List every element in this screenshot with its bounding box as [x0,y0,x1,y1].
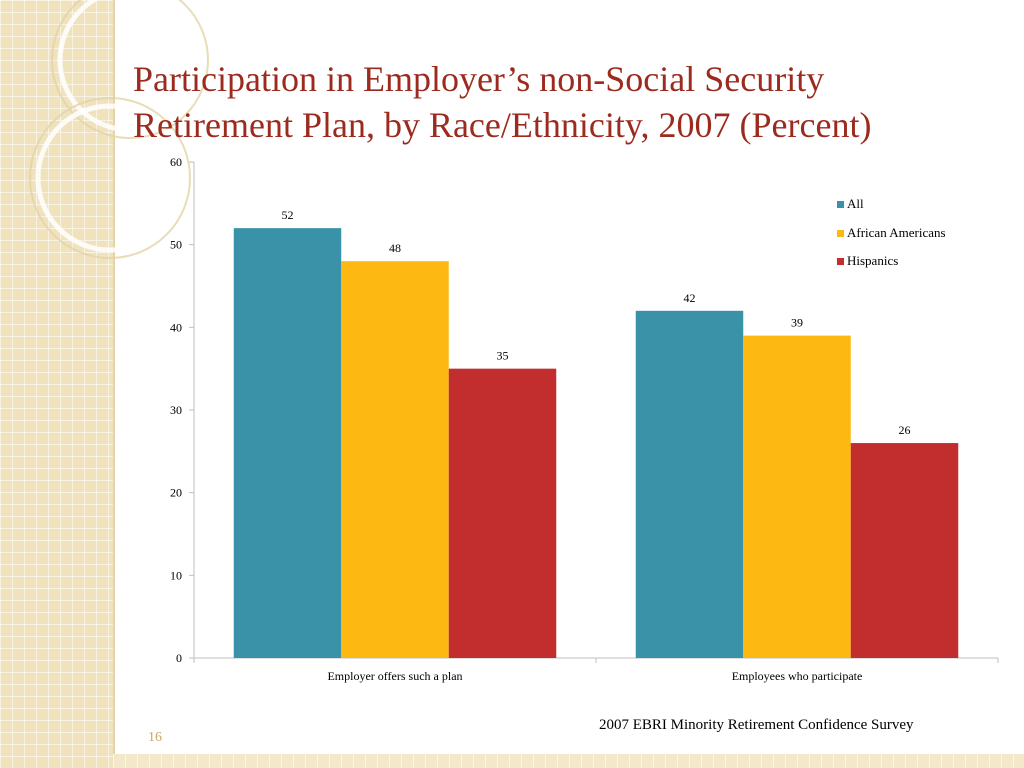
bar [743,335,851,658]
legend-swatch [837,258,844,265]
page-number: 16 [148,730,162,745]
chart-legend: All African Americans Hispanics [837,196,946,282]
source-note: 2007 EBRI Minority Retirement Confidence… [599,717,914,733]
legend-item: Hispanics [837,253,946,282]
data-label: 26 [899,423,911,437]
y-tick-label: 60 [170,155,182,169]
x-tick-label: Employees who participate [732,669,863,683]
y-tick-label: 10 [170,568,182,582]
decorative-bottom-band [113,754,1024,768]
y-tick-label: 0 [176,651,182,665]
bar [233,228,342,658]
data-label: 52 [282,208,294,222]
data-label: 35 [497,349,509,363]
legend-swatch [837,229,844,237]
bar [448,368,557,658]
y-tick-label: 50 [170,238,182,252]
page-title: Participation in Employer’s non-Social S… [133,59,872,145]
data-label: 39 [791,316,803,330]
legend-item: African Americans [837,225,946,254]
data-label: 48 [389,241,401,255]
bar [341,261,449,658]
y-tick-label: 40 [170,320,182,334]
legend-swatch [837,201,844,208]
bar [635,310,744,658]
bar [850,443,959,658]
legend-item: All [837,196,946,225]
data-label: 42 [684,291,696,305]
legend-label: African Americans [847,224,946,240]
legend-label: All [847,196,864,211]
y-tick-label: 30 [170,403,182,417]
decorative-rings [29,0,209,259]
x-tick-label: Employer offers such a plan [327,669,462,683]
legend-label: Hispanics [847,253,899,268]
y-tick-label: 20 [170,486,182,500]
